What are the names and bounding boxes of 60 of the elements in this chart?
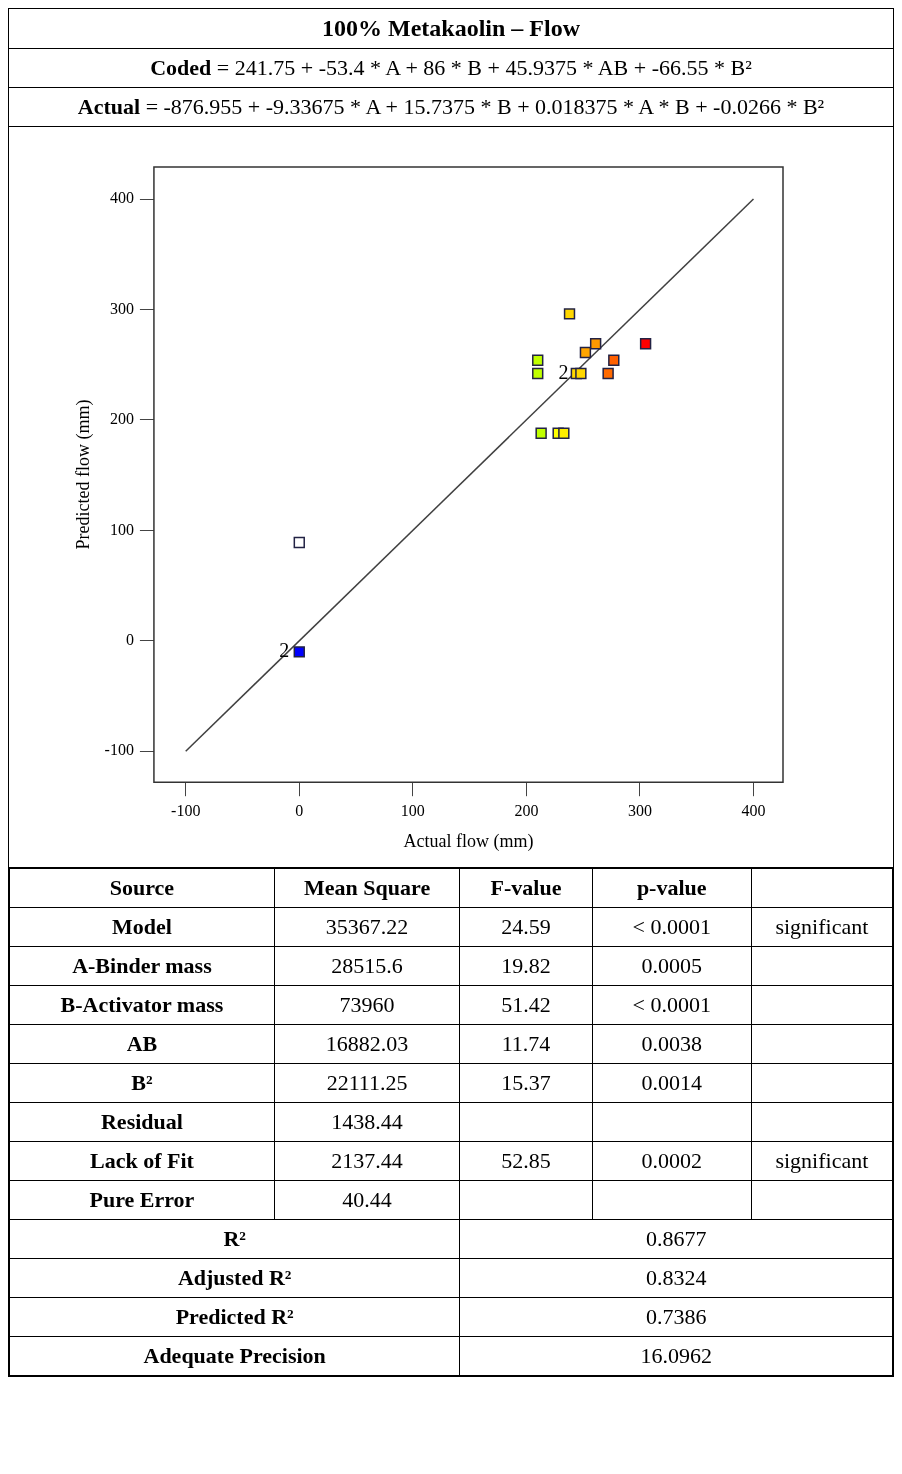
text: B²: [9, 1063, 275, 1103]
text: 16.0962: [459, 1336, 893, 1376]
text: AB: [9, 1024, 275, 1064]
chart-subtitle: Coded = 241.75 + -53.4 * A + 86 * B + 45.9375 * AB + -66.55 * B²: [150, 55, 752, 80]
text: p-value: [592, 868, 752, 908]
text: 24.59: [459, 907, 593, 947]
text: Predicted R²: [9, 1297, 460, 1337]
text: 19.82: [459, 946, 593, 986]
y-tick-label: 300: [109, 299, 134, 317]
text: Residual: [9, 1102, 275, 1142]
text: 0.0014: [592, 1063, 752, 1103]
x-tick-label: 100: [400, 802, 425, 819]
x-tick-label: 200: [514, 802, 539, 819]
text: F-value: [459, 868, 593, 908]
text: 28515.6: [274, 946, 460, 986]
text: Adequate Precision: [9, 1336, 460, 1376]
text: Actual = -876.955 + -9.33675 * A + 15.7375 * B + 0.018375 * A * B + -0.0266 * B²: [77, 94, 825, 119]
y-tick-label: 100: [109, 520, 134, 538]
y-tick-label: 400: [109, 189, 134, 207]
annotation: 2: [558, 360, 569, 383]
y-tick-label: -100: [104, 741, 134, 759]
y-tick-label: 0: [125, 631, 134, 649]
text: Pure Error: [9, 1180, 275, 1220]
x-axis-title: Actual flow (mm): [403, 830, 534, 852]
text: Lack of Fit: [9, 1141, 275, 1181]
text: 40.44: [274, 1180, 460, 1220]
text: Model: [9, 907, 275, 947]
text: Mean Square: [274, 868, 460, 908]
text: 73960: [274, 985, 460, 1025]
x-tick-label: 400: [741, 802, 766, 819]
text: 0.8324: [459, 1258, 893, 1298]
text: 35367.22: [274, 907, 460, 947]
text: Source: [9, 868, 275, 908]
text: 0.0005: [592, 946, 752, 986]
text: Adjusted R²: [9, 1258, 460, 1298]
text: R²: [9, 1219, 460, 1259]
text: 2137.44: [274, 1141, 460, 1181]
text: B-Activator mass: [9, 985, 275, 1025]
x-tick-label: 300: [627, 802, 652, 819]
text: < 0.0001: [592, 907, 752, 947]
text: 0.7386: [459, 1297, 893, 1337]
text: A-Binder mass: [9, 946, 275, 986]
text: significant: [751, 907, 893, 947]
text: 1438.44: [274, 1102, 460, 1142]
x-tick-label: 0: [295, 802, 304, 819]
text: 15.37: [459, 1063, 593, 1103]
text: 0.0038: [592, 1024, 752, 1064]
text: 51.42: [459, 985, 593, 1025]
chart-title: 100% Metakaolin – Flow: [9, 9, 893, 49]
text: 22111.25: [274, 1063, 460, 1103]
text: 11.74: [459, 1024, 593, 1064]
x-tick-label: -100: [171, 802, 201, 819]
text: < 0.0001: [592, 985, 752, 1025]
text: 52.85: [459, 1141, 593, 1181]
text: 16882.03: [274, 1024, 460, 1064]
text: significant: [751, 1141, 893, 1181]
y-axis-title: Predicted flow (mm): [72, 399, 94, 550]
text: 0.0002: [592, 1141, 752, 1181]
y-tick-label: 200: [109, 410, 134, 428]
text: 0.8677: [459, 1219, 893, 1259]
